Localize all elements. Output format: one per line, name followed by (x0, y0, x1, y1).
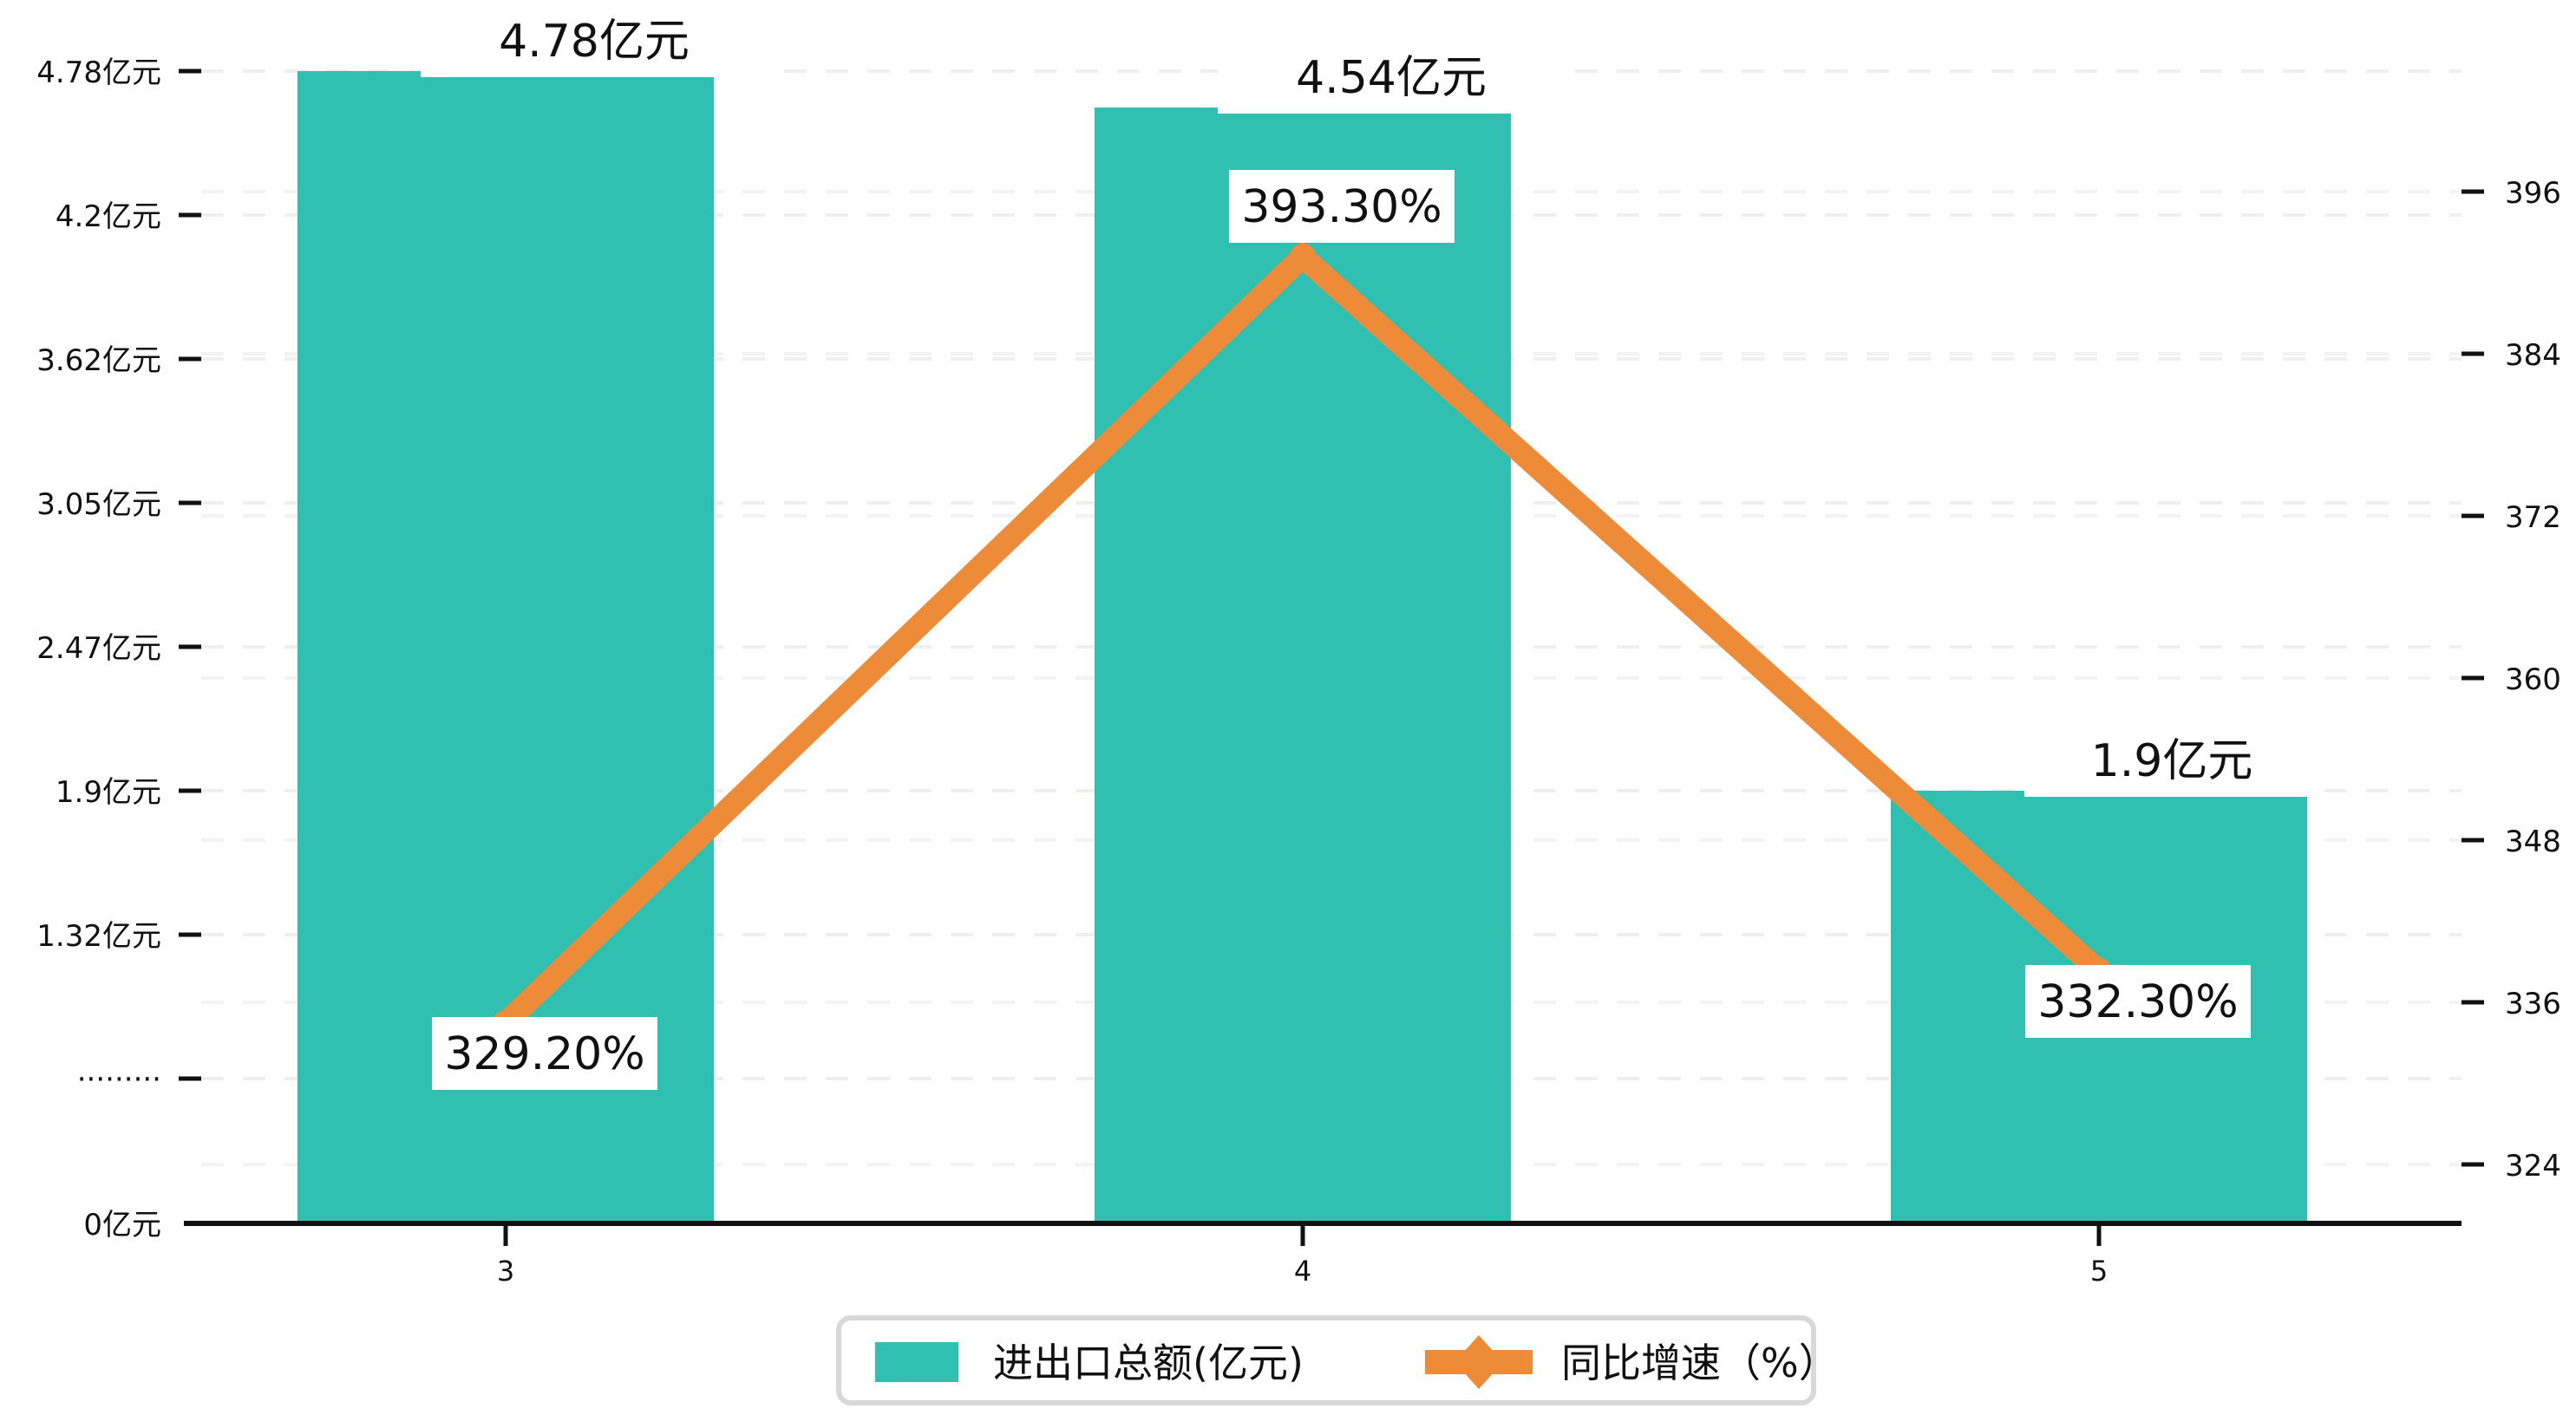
right-axis-ticks (2462, 189, 2484, 1167)
x-category-label: 5 (2090, 1255, 2108, 1288)
line-value-label-group-3: 329.20% (432, 1017, 657, 1090)
legend: 进出口总额(亿元) 同比增速（%） (836, 1315, 1839, 1405)
bar-value-label-box (421, 4, 768, 77)
line-value-label-group-5: 332.30% (2025, 965, 2251, 1038)
left-tick-label: 4.78亿元 (36, 55, 161, 90)
bar-value-labels: 4.78亿元 4.54亿元 1.9亿元 (421, 4, 2319, 797)
right-tick-label: 336 (2505, 987, 2561, 1021)
bar-series-import-export-total (297, 71, 2307, 1223)
line-value-label-box (2025, 965, 2251, 1038)
line-value-label: 393.30% (1241, 181, 1442, 233)
left-tick-label: 2.47亿元 (36, 631, 161, 666)
right-tick-label: 396 (2505, 176, 2561, 211)
legend-item-import-export-total[interactable]: 进出口总额(亿元) (875, 1340, 1304, 1386)
left-tick-label: 3.05亿元 (36, 487, 161, 522)
line-value-labels: 329.20% 393.30% 332.30% (432, 170, 2251, 1090)
right-tick-label: 348 (2505, 825, 2561, 859)
legend-diamond-marker-icon (1455, 1335, 1503, 1389)
bar-value-label-box (1218, 41, 1565, 114)
left-tick-label: 4.2亿元 (56, 199, 161, 234)
right-tick-label: 360 (2505, 662, 2561, 697)
legend-item-yoy-growth[interactable]: 同比增速（%） (1425, 1335, 1839, 1389)
left-tick-label: 1.32亿元 (36, 919, 161, 954)
right-tick-label: 372 (2505, 500, 2561, 535)
right-tick-label: 324 (2505, 1149, 2561, 1184)
x-axis-category-labels: 3 4 5 (497, 1255, 2108, 1288)
bar-value-label-group-5: 1.9亿元 (2024, 724, 2319, 797)
bar-value-label: 4.78亿元 (499, 16, 690, 68)
right-axis-tick-labels: 396 384 372 360 348 336 324 (2505, 176, 2561, 1184)
left-tick-label: 1.9亿元 (56, 775, 161, 810)
line-value-label: 332.30% (2037, 976, 2238, 1028)
legend-label: 同比增速（%） (1561, 1340, 1839, 1386)
left-tick-label: 3.62亿元 (36, 343, 161, 378)
line-point-category-4[interactable] (1290, 244, 1316, 270)
line-value-label-box (432, 1017, 657, 1090)
bar-category-4[interactable] (1095, 108, 1511, 1223)
bar-value-label: 1.9亿元 (2091, 735, 2253, 787)
x-axis-ticks (503, 1223, 2102, 1246)
left-tick-label-placeholder: ········· (77, 1062, 161, 1097)
bar-value-label-group-4: 4.54亿元 (1218, 41, 1565, 114)
legend-swatch-square-icon (875, 1342, 958, 1382)
bar-value-label: 4.54亿元 (1296, 52, 1487, 104)
legend-label: 进出口总额(亿元) (993, 1340, 1304, 1386)
right-tick-label: 384 (2505, 338, 2561, 373)
x-category-label: 4 (1294, 1255, 1311, 1288)
x-category-label: 3 (497, 1255, 514, 1288)
line-value-label-box (1229, 170, 1455, 243)
left-tick-label-zero: 0亿元 (83, 1208, 161, 1242)
bar-value-label-group-3: 4.78亿元 (421, 4, 768, 77)
left-axis-tick-labels: 4.78亿元 4.2亿元 3.62亿元 3.05亿元 2.47亿元 1.9亿元 … (36, 55, 161, 1242)
line-value-label-group-4: 393.30% (1229, 170, 1455, 243)
bar-value-label-box (2024, 724, 2319, 797)
legend-box (836, 1315, 1816, 1405)
line-value-label: 329.20% (444, 1028, 644, 1080)
left-axis-ticks (179, 68, 201, 1081)
